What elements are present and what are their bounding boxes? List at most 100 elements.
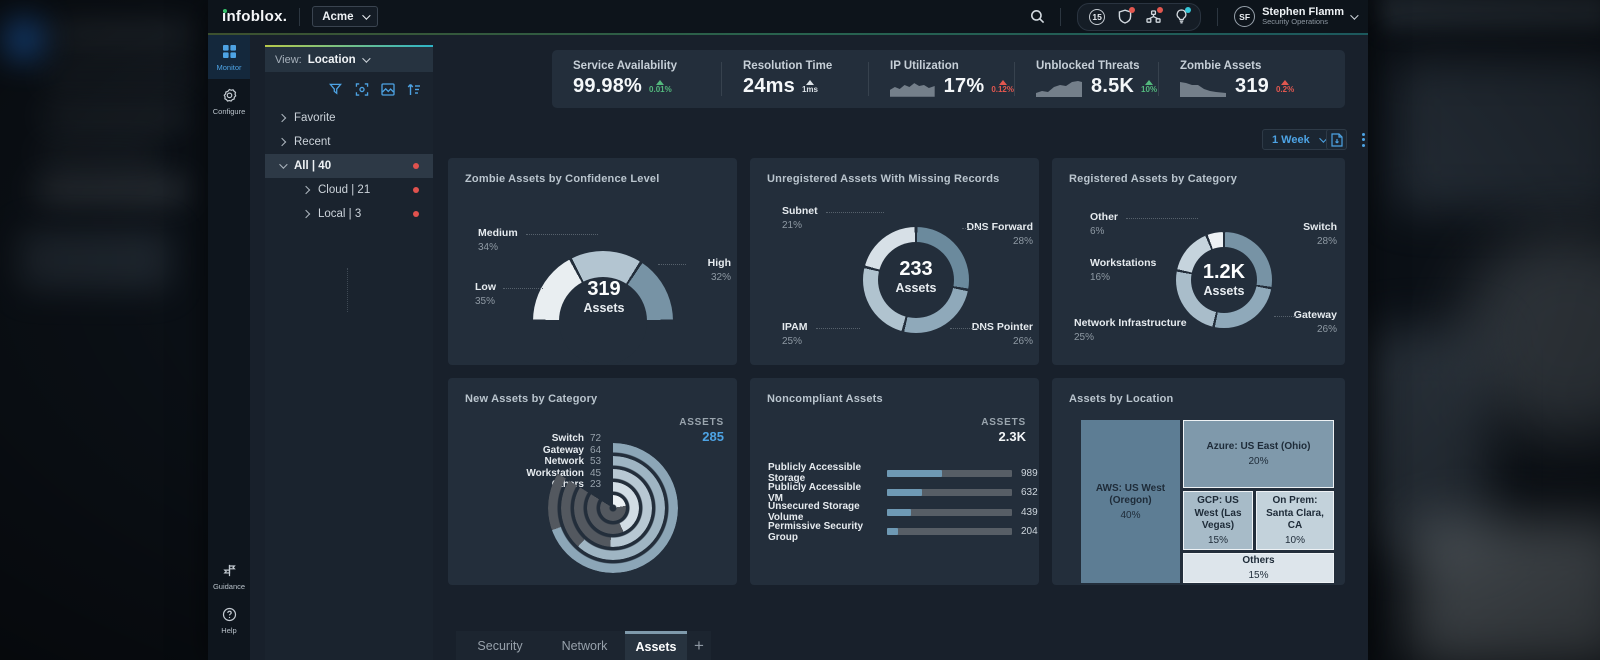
gauge-center: 319 Assets <box>568 278 640 315</box>
view-label: View: <box>275 54 302 66</box>
chevron-right-icon <box>302 210 310 218</box>
center-label: Assets <box>1188 284 1260 298</box>
center-label: Assets <box>880 281 952 295</box>
dashboard-controls: 1 Week <box>208 129 1368 151</box>
logo-text: infoblox. <box>222 8 287 25</box>
chart-title: Zombie Assets by Confidence Level <box>465 173 659 185</box>
tab-network[interactable]: Network <box>544 631 625 660</box>
scan-button[interactable] <box>354 82 369 97</box>
divider <box>299 8 300 26</box>
notification-count: 15 <box>1089 9 1105 25</box>
time-range-select[interactable]: 1 Week <box>1262 129 1335 150</box>
treemap-block-gcp: GCP: US West (Las Vegas) 15% <box>1183 491 1253 550</box>
alert-dot <box>1129 7 1135 13</box>
rail-item-monitor[interactable]: Monitor <box>208 35 250 79</box>
treemap-block-aws: AWS: US West (Oregon) 40% <box>1081 420 1180 583</box>
slice-label-gateway: Gateway 26% <box>1279 308 1337 337</box>
filter-button[interactable] <box>328 82 343 97</box>
up-arrow-icon <box>1281 80 1289 85</box>
chart-title: Assets by Location <box>1069 393 1173 405</box>
leader-line <box>503 288 543 289</box>
chart-zombie-assets-confidence: Zombie Assets by Confidence Level 319 As… <box>448 158 737 365</box>
kpi-unblocked-threats: Unblocked Threats 8.5K 10% <box>1015 60 1158 98</box>
kpi-delta: 0.12% <box>991 80 1014 94</box>
services-status-button[interactable] <box>1142 6 1164 28</box>
user-role: Security Operations <box>1262 18 1344 26</box>
center-value: 233 <box>880 258 952 281</box>
tree-item-favorite[interactable]: Favorite <box>265 106 433 130</box>
assets-total: ASSETS 2.3K <box>981 416 1026 446</box>
rail-item-configure[interactable]: Configure <box>208 79 250 123</box>
app-window: infoblox. Acme 15 <box>208 0 1368 660</box>
chevron-down-icon <box>1350 11 1358 19</box>
tree-item-label: Favorite <box>294 112 336 124</box>
view-value: Location <box>308 54 356 66</box>
tree-guide-line <box>347 268 348 312</box>
kpi-value: 8.5K <box>1091 75 1134 98</box>
chart-title: Registered Assets by Category <box>1069 173 1237 185</box>
up-arrow-icon <box>656 80 664 85</box>
sparkline-chart <box>890 77 935 97</box>
chart-noncompliant-assets: Noncompliant Assets ASSETS 2.3K Publicly… <box>750 378 1039 585</box>
kpi-label: Service Availability <box>573 60 721 72</box>
assets-total-label: ASSETS <box>981 416 1026 429</box>
center-label: Assets <box>568 301 640 315</box>
signpost-icon <box>222 563 237 578</box>
security-alerts-button[interactable] <box>1114 6 1136 28</box>
kpi-delta: 0.2% <box>1276 80 1294 94</box>
tree-item-local[interactable]: Local | 3 <box>265 202 433 226</box>
chart-title: Noncompliant Assets <box>767 393 883 405</box>
tree-item-all[interactable]: All | 40 <box>265 154 433 178</box>
search-button[interactable] <box>1026 6 1048 28</box>
slice-label-medium: Medium 34% <box>478 226 518 255</box>
sparkline-chart <box>1036 77 1082 97</box>
add-tab-button[interactable]: + <box>687 631 711 660</box>
assets-total-value: 2.3K <box>981 429 1026 446</box>
treemap: AWS: US West (Oregon) 40% Azure: US East… <box>1081 420 1334 583</box>
leader-line <box>658 264 686 265</box>
user-menu[interactable]: Stephen Flamm Security Operations <box>1262 6 1344 26</box>
org-selector[interactable]: Acme <box>312 6 377 27</box>
rail-item-guidance[interactable]: Guidance <box>208 554 250 598</box>
status-dot <box>413 187 419 193</box>
tree-item-label: Local | 3 <box>318 208 361 220</box>
rail-item-label: Help <box>221 626 236 635</box>
assets-total-value: 285 <box>679 429 724 446</box>
rail-item-help[interactable]: Help <box>208 598 250 642</box>
brand-accent-line <box>208 33 1368 35</box>
kpi-value: 99.98% <box>573 75 642 98</box>
tab-assets[interactable]: Assets <box>625 631 687 660</box>
time-range-value: 1 Week <box>1272 134 1310 146</box>
alert-dot <box>1157 7 1163 13</box>
leader-line <box>816 328 860 329</box>
divider <box>1217 8 1218 26</box>
view-selector[interactable]: View: Location <box>265 45 433 72</box>
chart-registered-assets: Registered Assets by Category 1.2K Asset… <box>1052 158 1345 365</box>
kpi-ip-utilization: IP Utilization 17% 0.12% <box>869 60 1014 98</box>
chart-new-assets-by-category: New Assets by Category ASSETS 285 Switch… <box>448 378 737 585</box>
chart-assets-by-location: Assets by Location AWS: US West (Oregon)… <box>1052 378 1345 585</box>
chart-unregistered-assets: Unregistered Assets With Missing Records… <box>750 158 1039 365</box>
notifications-count-button[interactable]: 15 <box>1086 6 1108 28</box>
chevron-down-icon <box>362 11 370 19</box>
chart-title: New Assets by Category <box>465 393 597 405</box>
sort-button[interactable] <box>406 82 421 97</box>
avatar[interactable]: SF <box>1234 6 1255 27</box>
tree-item-cloud[interactable]: Cloud | 21 <box>265 178 433 202</box>
insights-button[interactable] <box>1170 6 1192 28</box>
more-options-button[interactable] <box>1353 129 1374 150</box>
rail-item-label: Monitor <box>216 63 241 72</box>
image-view-button[interactable] <box>380 82 395 97</box>
report-export-icon <box>1331 133 1343 147</box>
status-icon-group: 15 <box>1077 3 1201 31</box>
kpi-delta: 1ms <box>802 80 818 94</box>
info-dot <box>1185 7 1191 13</box>
donut-center: 233 Assets <box>880 258 952 295</box>
kpi-value: 17% <box>944 75 985 98</box>
leader-line <box>950 328 986 329</box>
kpi-value: 24ms <box>743 75 795 98</box>
export-report-button[interactable] <box>1326 129 1347 150</box>
rail-item-label: Guidance <box>213 582 245 591</box>
leader-line <box>1274 316 1298 317</box>
tab-security[interactable]: Security <box>456 631 544 660</box>
